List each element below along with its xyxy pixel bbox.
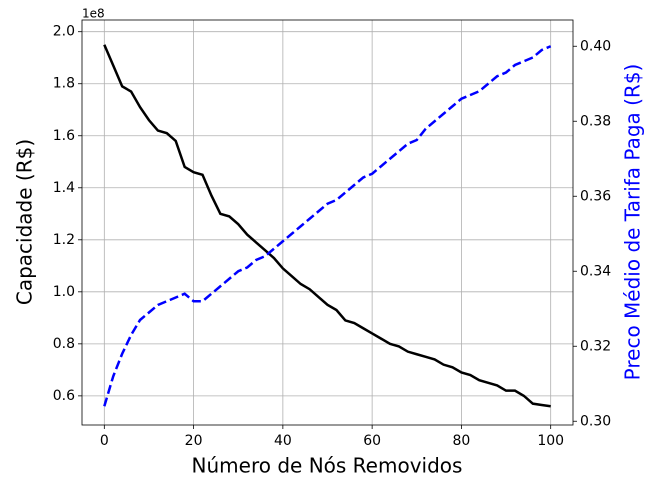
x-tick-label: 60 bbox=[363, 433, 381, 449]
plot-frame bbox=[81, 19, 574, 426]
y-tick-label: 1.4 bbox=[53, 180, 75, 196]
y2-axis-label: Preco Médio de Tarifa Paga (R$) bbox=[621, 64, 645, 381]
y-tick-label: 1.0 bbox=[53, 284, 75, 300]
series-line bbox=[103, 44, 551, 408]
y-tick-label: 1.8 bbox=[53, 76, 75, 92]
y2-tick-label: 0.34 bbox=[580, 263, 611, 279]
y2-tick-label: 0.40 bbox=[580, 38, 611, 54]
y-tick-label: 2.0 bbox=[53, 24, 75, 40]
x-tick-label: 40 bbox=[274, 433, 292, 449]
y2-tick-label: 0.32 bbox=[580, 338, 611, 354]
series-line bbox=[103, 45, 552, 407]
x-tick-label: 80 bbox=[452, 433, 470, 449]
y-axis-label: Capacidade (R$) bbox=[13, 139, 37, 305]
x-axis-label: Número de Nós Removidos bbox=[192, 454, 463, 478]
x-tick-label: 20 bbox=[185, 433, 203, 449]
y-tick-label: 0.6 bbox=[53, 388, 75, 404]
y-tick-label: 1.6 bbox=[53, 128, 75, 144]
x-tick-label: 0 bbox=[100, 433, 109, 449]
y-tick-label: 1.2 bbox=[53, 232, 75, 248]
y-tick-label: 0.8 bbox=[53, 336, 75, 352]
y2-tick-label: 0.38 bbox=[580, 113, 611, 129]
x-tick-label: 100 bbox=[537, 433, 564, 449]
y2-tick-label: 0.30 bbox=[580, 413, 611, 429]
y2-tick-label: 0.36 bbox=[580, 188, 611, 204]
y-offset-label: 1e8 bbox=[82, 7, 105, 21]
